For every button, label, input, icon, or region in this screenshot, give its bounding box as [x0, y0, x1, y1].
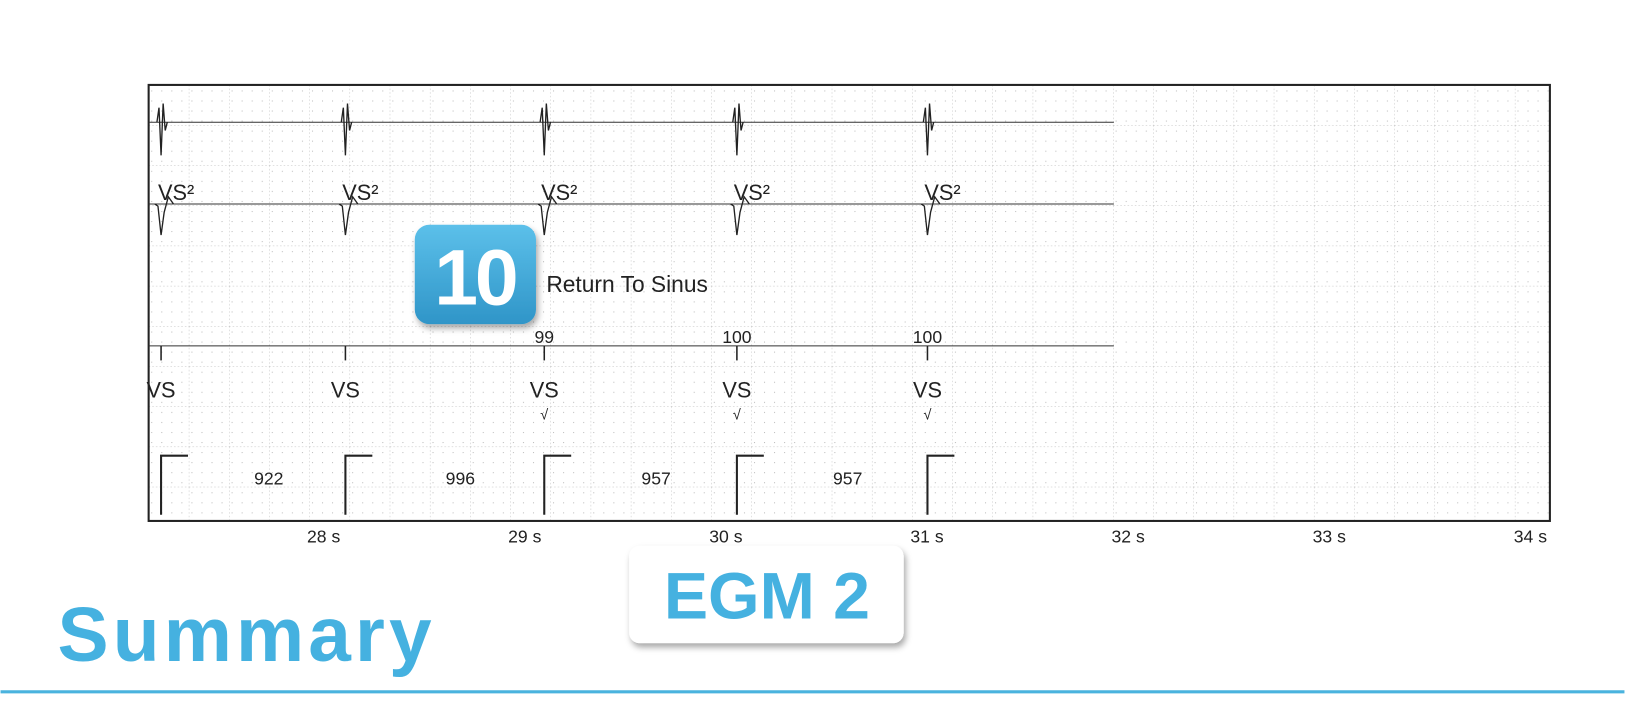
vs-label: VS — [913, 378, 942, 403]
vs2-marker: VS² — [541, 180, 577, 205]
time-label: 28 s — [307, 527, 340, 547]
time-label: 31 s — [910, 527, 943, 547]
atrial-spike — [922, 103, 935, 156]
strip-border — [147, 83, 1551, 522]
ventricular-complex — [154, 195, 175, 236]
check-mark: √ — [923, 407, 931, 423]
time-label: 29 s — [508, 527, 541, 547]
atrial-spike — [539, 103, 552, 156]
ventricular-complex — [338, 195, 359, 236]
interval-label: 957 — [833, 469, 862, 489]
time-label: 32 s — [1112, 527, 1145, 547]
atrial-spike — [156, 103, 168, 156]
vs-label: VS — [722, 378, 751, 403]
number-badge — [414, 224, 536, 325]
rate-label: 100 — [913, 327, 943, 347]
vs2-marker: VS² — [158, 180, 194, 205]
atrial-spike — [732, 103, 744, 156]
egm-label-box — [629, 545, 904, 644]
egm-label: EGM 2 — [664, 559, 870, 633]
interval-label: 996 — [446, 469, 476, 489]
rate-label: 100 — [722, 327, 752, 347]
ventricular-complex — [730, 195, 750, 236]
atrial-spike — [340, 103, 353, 156]
grid-major — [148, 84, 1550, 521]
interval-label: 922 — [254, 469, 283, 489]
vs-label: VS — [530, 378, 559, 403]
badge-number: 10 — [434, 233, 516, 321]
interval-step — [926, 454, 955, 515]
vs2-marker: VS² — [924, 180, 960, 205]
check-mark: √ — [733, 407, 741, 423]
vs2-marker: VS² — [342, 180, 378, 205]
interval-step — [160, 454, 188, 515]
time-label: 33 s — [1313, 527, 1346, 547]
vs-label: VS — [147, 378, 176, 403]
rate-label: 99 — [534, 327, 554, 347]
interval-step — [344, 454, 373, 515]
interval-step — [735, 454, 764, 515]
check-mark: √ — [540, 407, 548, 423]
interval-step — [543, 454, 572, 515]
badge-text: Return To Sinus — [546, 271, 708, 297]
vs-label: VS — [331, 378, 360, 403]
ventricular-complex — [920, 195, 941, 236]
interval-label: 957 — [641, 469, 670, 489]
badge-box — [414, 224, 536, 325]
vs2-marker: VS² — [734, 180, 770, 205]
egm-box — [629, 545, 904, 644]
time-label: 34 s — [1514, 527, 1547, 547]
egm-strip: VS² VS VS² VS VS² VS 99 √ VS² VS 100 √ VS² VS 100 √ 922 9… — [147, 83, 1551, 522]
time-label: 30 s — [709, 527, 742, 547]
section-title: Summary — [58, 593, 436, 678]
ventricular-complex — [537, 195, 558, 236]
